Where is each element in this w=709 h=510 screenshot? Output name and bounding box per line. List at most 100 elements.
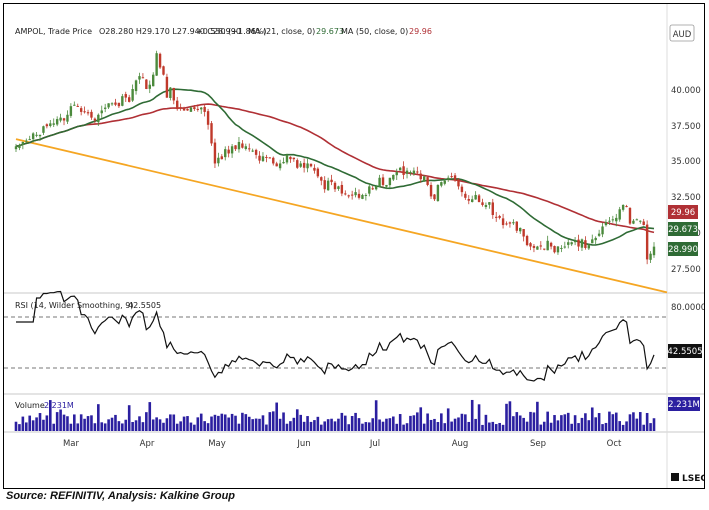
volume-bar bbox=[117, 421, 121, 431]
volume-bar bbox=[66, 416, 69, 431]
volume-bar bbox=[416, 412, 419, 431]
candle bbox=[127, 97, 131, 102]
candle bbox=[296, 160, 299, 168]
candle bbox=[176, 100, 179, 110]
candle bbox=[635, 219, 639, 221]
candle bbox=[374, 186, 378, 190]
candle bbox=[292, 157, 296, 160]
volume-bar bbox=[477, 404, 481, 431]
rsi-header-value: 42.5505 bbox=[128, 301, 161, 310]
volume-bar bbox=[529, 411, 532, 431]
candle bbox=[28, 139, 31, 141]
volume-bar bbox=[268, 412, 272, 431]
volume-bar bbox=[580, 417, 584, 431]
volume-bar bbox=[488, 422, 491, 431]
volume-bar bbox=[227, 417, 230, 431]
volume-bar bbox=[518, 415, 522, 431]
candle bbox=[83, 111, 86, 113]
volume-bar bbox=[385, 418, 388, 431]
ma50-label: MA (50, close, 0) bbox=[341, 27, 408, 36]
volume-bar bbox=[90, 415, 93, 431]
candle bbox=[289, 156, 292, 160]
volume-bar bbox=[100, 422, 104, 431]
ma21-value: 29.673 bbox=[316, 27, 344, 36]
candle bbox=[364, 194, 368, 196]
volume-bar bbox=[124, 419, 128, 431]
chart-frame: AMPOL, Trade Price O28.280 H29.170 L27.9… bbox=[3, 3, 705, 489]
candle bbox=[652, 246, 656, 256]
candle bbox=[196, 108, 199, 110]
candle bbox=[381, 177, 385, 185]
candle bbox=[100, 110, 103, 114]
volume-bar bbox=[244, 414, 248, 431]
candle bbox=[405, 170, 409, 174]
volume-bar bbox=[271, 411, 275, 431]
volume-bar bbox=[155, 417, 158, 431]
candle bbox=[350, 194, 354, 196]
volume-bar bbox=[536, 401, 539, 431]
candle bbox=[532, 245, 536, 248]
candle bbox=[76, 105, 79, 107]
volume-bar bbox=[162, 422, 165, 431]
volume-bar bbox=[422, 423, 426, 431]
volume-bar bbox=[395, 423, 399, 431]
volume-bar bbox=[645, 412, 649, 431]
candle bbox=[165, 76, 169, 98]
volume-bar bbox=[165, 418, 169, 431]
source-caption: Source: REFINITIV, Analysis: Kalkine Gro… bbox=[6, 490, 236, 502]
rsi-label: RSI (14, Wilder Smoothing, 9) bbox=[15, 301, 133, 310]
volume-bar bbox=[546, 411, 549, 431]
candle bbox=[543, 248, 546, 250]
volume-bar bbox=[35, 417, 38, 431]
candle bbox=[426, 177, 429, 185]
candle bbox=[103, 107, 107, 109]
candle bbox=[591, 239, 594, 244]
volume-bar bbox=[429, 419, 433, 431]
volume-bar bbox=[73, 414, 76, 431]
candle bbox=[385, 184, 388, 187]
volume-bar bbox=[220, 413, 224, 431]
candle bbox=[200, 107, 203, 110]
volume-bar bbox=[18, 424, 21, 431]
candle bbox=[265, 156, 268, 158]
candle bbox=[361, 194, 364, 199]
candle bbox=[433, 194, 436, 200]
candle bbox=[628, 207, 632, 224]
candle bbox=[179, 107, 182, 109]
volume-bar bbox=[618, 421, 621, 431]
volume-bar bbox=[42, 419, 45, 431]
currency-box[interactable] bbox=[669, 24, 695, 42]
candle bbox=[25, 140, 28, 142]
volume-bar bbox=[313, 420, 316, 431]
volume-bar bbox=[114, 414, 117, 431]
candle bbox=[272, 157, 275, 164]
rsi-tick: 80.0000 bbox=[671, 303, 704, 313]
volume-bar bbox=[261, 415, 265, 431]
volume-bar bbox=[587, 420, 591, 431]
volume-bar bbox=[169, 414, 172, 431]
volume-bar bbox=[295, 409, 299, 431]
candle bbox=[488, 202, 491, 205]
candle bbox=[275, 163, 278, 167]
candle bbox=[52, 123, 55, 125]
volume-bar bbox=[446, 408, 450, 431]
volume-bar bbox=[45, 415, 49, 431]
ohlc-label: O28.280 H29.170 L27.940 C28.990 bbox=[99, 27, 241, 36]
volume-bar bbox=[299, 414, 302, 431]
candle bbox=[141, 77, 145, 79]
volume-bar bbox=[368, 422, 371, 431]
volume-bar bbox=[86, 416, 90, 431]
candle bbox=[69, 106, 73, 116]
candle bbox=[577, 239, 580, 247]
close-tag-text: 28.990 bbox=[668, 245, 698, 255]
chart-svg: AMPOL, Trade Price O28.280 H29.170 L27.9… bbox=[4, 4, 704, 488]
candle bbox=[320, 177, 323, 181]
volume-bar bbox=[409, 415, 412, 431]
volume-bar bbox=[189, 422, 193, 431]
volume-bar bbox=[635, 418, 639, 431]
candle bbox=[601, 226, 604, 235]
candle bbox=[302, 162, 306, 168]
candle bbox=[330, 179, 333, 183]
candle bbox=[313, 167, 316, 171]
candle bbox=[560, 247, 563, 249]
